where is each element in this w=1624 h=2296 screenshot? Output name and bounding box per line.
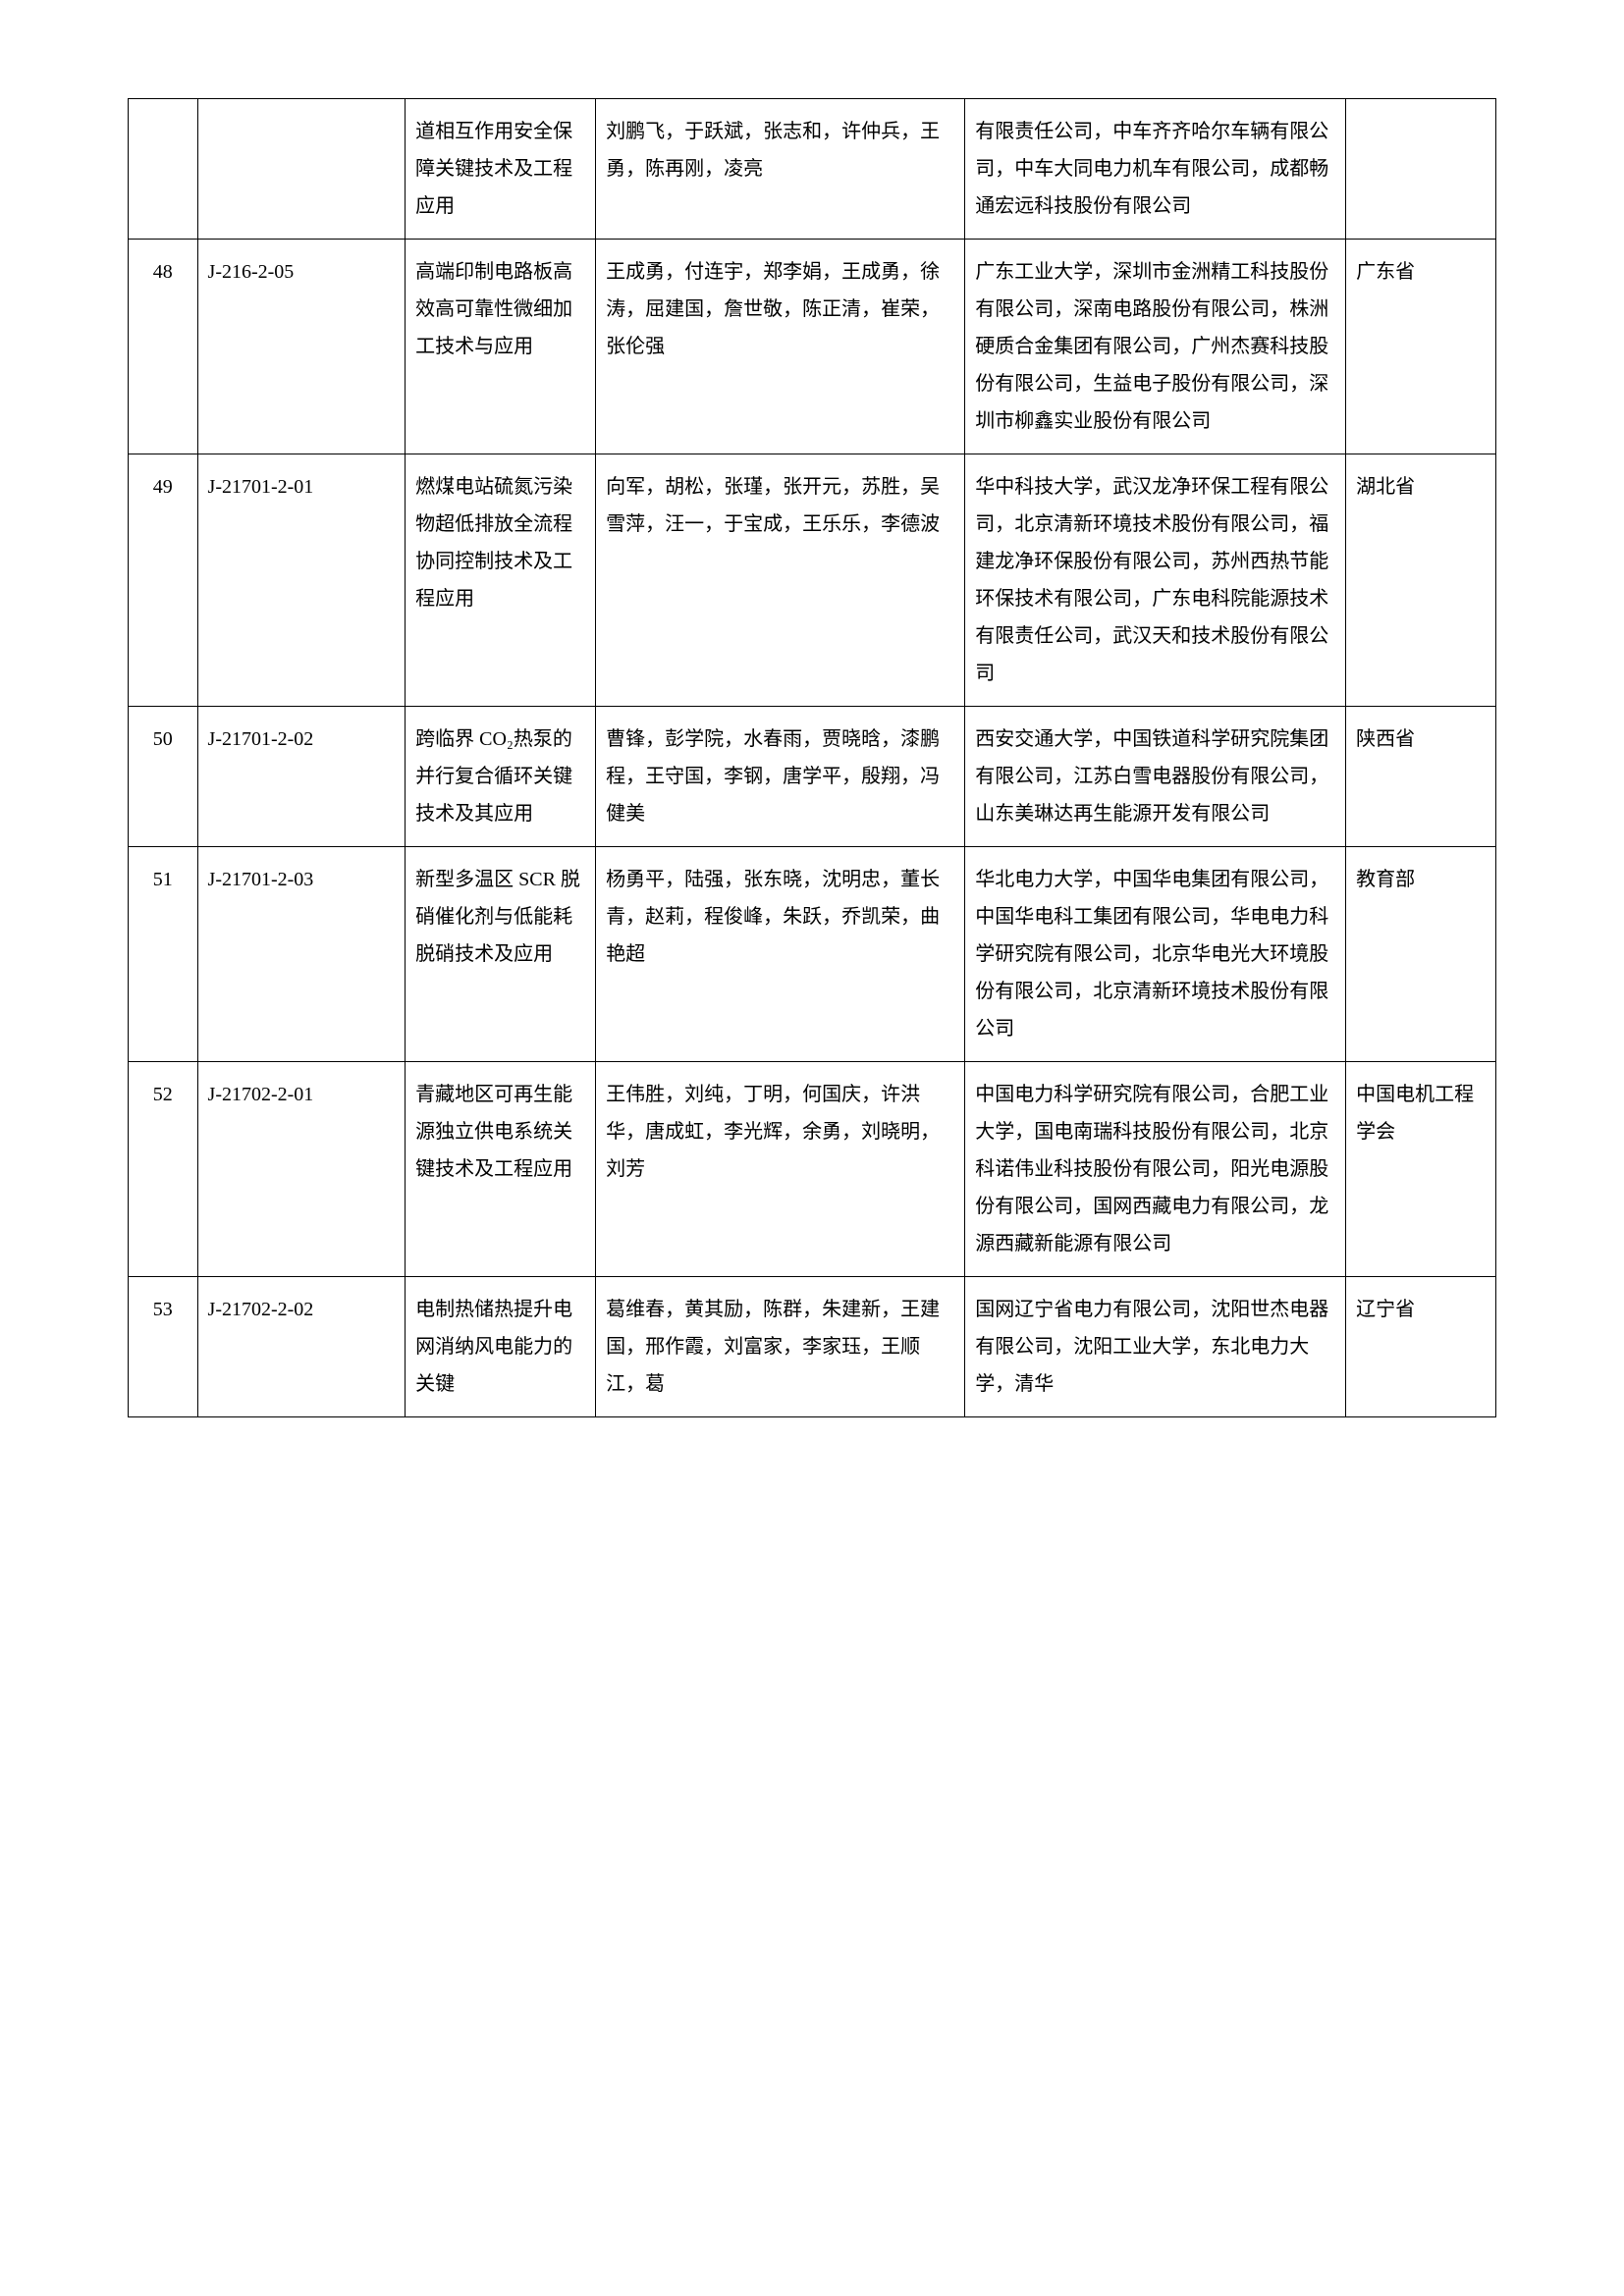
cell-people: 曹锋，彭学院，水春雨，贾晓晗，漆鹏程，王守国，李钢，唐学平，殷翔，冯健美 [596,707,965,847]
table-row: 51 J-21701-2-03 新型多温区 SCR 脱硝催化剂与低能耗脱硝技术及… [129,847,1496,1062]
table-row: 53 J-21702-2-02 电制热储热提升电网消纳风电能力的关键 葛维春，黄… [129,1277,1496,1417]
table-body: 道相互作用安全保障关键技术及工程应用 刘鹏飞，于跃斌，张志和，许仲兵，王勇，陈再… [129,99,1496,1417]
cell-region: 陕西省 [1346,707,1496,847]
cell-seq: 48 [129,240,198,454]
cell-region: 湖北省 [1346,454,1496,707]
cell-people: 葛维春，黄其励，陈群，朱建新，王建国，邢作霞，刘富家，李家珏，王顺江，葛 [596,1277,965,1417]
cell-seq [129,99,198,240]
cell-seq: 53 [129,1277,198,1417]
cell-region: 教育部 [1346,847,1496,1062]
cell-org: 中国电力科学研究院有限公司，合肥工业大学，国电南瑞科技股份有限公司，北京科诺伟业… [965,1062,1346,1277]
cell-region: 广东省 [1346,240,1496,454]
awards-table: 道相互作用安全保障关键技术及工程应用 刘鹏飞，于跃斌，张志和，许仲兵，王勇，陈再… [128,98,1496,1417]
cell-people: 杨勇平，陆强，张东晓，沈明忠，董长青，赵莉，程俊峰，朱跃，乔凯荣，曲艳超 [596,847,965,1062]
cell-name: 电制热储热提升电网消纳风电能力的关键 [406,1277,596,1417]
cell-org: 华中科技大学，武汉龙净环保工程有限公司，北京清新环境技术股份有限公司，福建龙净环… [965,454,1346,707]
cell-seq: 51 [129,847,198,1062]
cell-people: 王成勇，付连宇，郑李娟，王成勇，徐涛，屈建国，詹世敬，陈正清，崔荣，张伦强 [596,240,965,454]
cell-people: 向军，胡松，张瑾，张开元，苏胜，吴雪萍，汪一，于宝成，王乐乐，李德波 [596,454,965,707]
cell-org: 西安交通大学，中国铁道科学研究院集团有限公司，江苏白雪电器股份有限公司，山东美琳… [965,707,1346,847]
cell-region: 中国电机工程学会 [1346,1062,1496,1277]
cell-name: 道相互作用安全保障关键技术及工程应用 [406,99,596,240]
cell-seq: 52 [129,1062,198,1277]
cell-code [197,99,406,240]
cell-code: J-21702-2-01 [197,1062,406,1277]
table-row: 49 J-21701-2-01 燃煤电站硫氮污染物超低排放全流程协同控制技术及工… [129,454,1496,707]
cell-org: 广东工业大学，深圳市金洲精工科技股份有限公司，深南电路股份有限公司，株洲硬质合金… [965,240,1346,454]
table-row: 48 J-216-2-05 高端印制电路板高效高可靠性微细加工技术与应用 王成勇… [129,240,1496,454]
cell-name: 新型多温区 SCR 脱硝催化剂与低能耗脱硝技术及应用 [406,847,596,1062]
cell-name: 燃煤电站硫氮污染物超低排放全流程协同控制技术及工程应用 [406,454,596,707]
cell-region: 辽宁省 [1346,1277,1496,1417]
cell-code: J-216-2-05 [197,240,406,454]
cell-seq: 49 [129,454,198,707]
cell-name: 青藏地区可再生能源独立供电系统关键技术及工程应用 [406,1062,596,1277]
cell-code: J-21701-2-03 [197,847,406,1062]
cell-people: 王伟胜，刘纯，丁明，何国庆，许洪华，唐成虹，李光辉，余勇，刘晓明，刘芳 [596,1062,965,1277]
cell-name: 跨临界 CO₂热泵的并行复合循环关键技术及其应用 [406,707,596,847]
cell-name: 高端印制电路板高效高可靠性微细加工技术与应用 [406,240,596,454]
table-row: 道相互作用安全保障关键技术及工程应用 刘鹏飞，于跃斌，张志和，许仲兵，王勇，陈再… [129,99,1496,240]
cell-code: J-21701-2-01 [197,454,406,707]
table-row: 52 J-21702-2-01 青藏地区可再生能源独立供电系统关键技术及工程应用… [129,1062,1496,1277]
cell-org: 有限责任公司，中车齐齐哈尔车辆有限公司，中车大同电力机车有限公司，成都畅通宏远科… [965,99,1346,240]
cell-region [1346,99,1496,240]
cell-seq: 50 [129,707,198,847]
cell-org: 国网辽宁省电力有限公司，沈阳世杰电器有限公司，沈阳工业大学，东北电力大学，清华 [965,1277,1346,1417]
table-row: 50 J-21701-2-02 跨临界 CO₂热泵的并行复合循环关键技术及其应用… [129,707,1496,847]
cell-org: 华北电力大学，中国华电集团有限公司，中国华电科工集团有限公司，华电电力科学研究院… [965,847,1346,1062]
cell-code: J-21702-2-02 [197,1277,406,1417]
cell-people: 刘鹏飞，于跃斌，张志和，许仲兵，王勇，陈再刚，凌亮 [596,99,965,240]
cell-code: J-21701-2-02 [197,707,406,847]
